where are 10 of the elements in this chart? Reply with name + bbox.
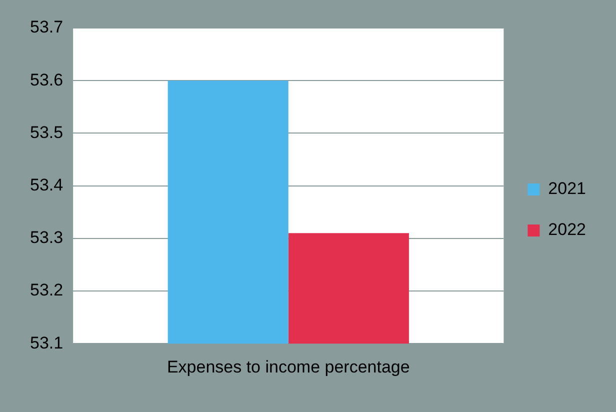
y-tick-label: 53.7 [30,18,64,37]
y-tick-label: 53.5 [30,122,64,142]
y-tick-label: 53.4 [30,175,64,194]
x-tick-label: Expenses to income percentage [166,357,410,376]
y-tick-label: 53.3 [30,228,64,248]
y-tick-label: 53.2 [30,280,64,300]
legend-label: 2021 [548,179,586,198]
legend-label: 2022 [548,220,586,240]
y-tick-label: 53.6 [30,70,64,90]
y-tick-label: 53.1 [30,333,64,352]
